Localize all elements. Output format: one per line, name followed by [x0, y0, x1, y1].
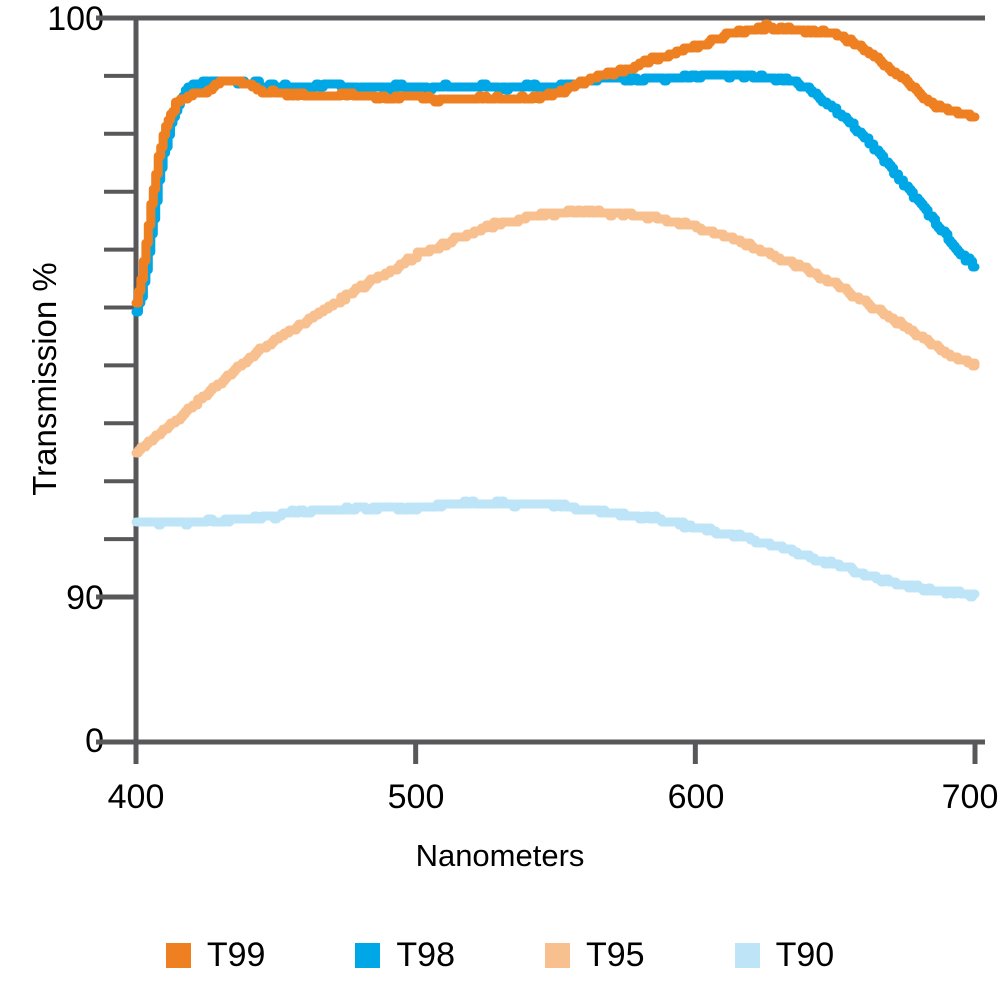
- legend-swatch-t90: [734, 942, 760, 968]
- legend-label-t99: T99: [206, 936, 266, 974]
- x-tick-label-700: 700: [941, 778, 999, 816]
- legend-swatch-t99: [165, 942, 191, 968]
- chart-legend: T99 T98 T95 T90: [0, 938, 1000, 972]
- legend-item-t90[interactable]: T90: [734, 936, 835, 974]
- y-tick-label-0: 0: [85, 722, 104, 760]
- x-tick-label-500: 500: [387, 778, 445, 816]
- series-line-t95: [131, 205, 980, 458]
- series-line-t90: [131, 496, 980, 602]
- legend-swatch-t95: [545, 942, 570, 968]
- legend-label-t98: T98: [396, 936, 455, 974]
- series-layer: [131, 19, 980, 602]
- y-tick-label-100: 100: [47, 0, 104, 38]
- x-tick-label-400: 400: [107, 778, 165, 816]
- x-tick-label-600: 600: [667, 778, 725, 816]
- legend-swatch-t98: [355, 942, 381, 968]
- legend-label-t95: T95: [586, 936, 645, 974]
- legend-item-t98[interactable]: T98: [355, 938, 455, 972]
- legend-item-t95[interactable]: T95: [545, 938, 645, 972]
- series-line-t99: [131, 19, 980, 308]
- series-line-t98: [131, 70, 980, 317]
- x-axis-title: Nanometers: [415, 838, 585, 873]
- legend-label-t90: T90: [775, 936, 835, 974]
- legend-item-t99[interactable]: T99: [165, 936, 266, 974]
- axis-layer: [96, 15, 985, 764]
